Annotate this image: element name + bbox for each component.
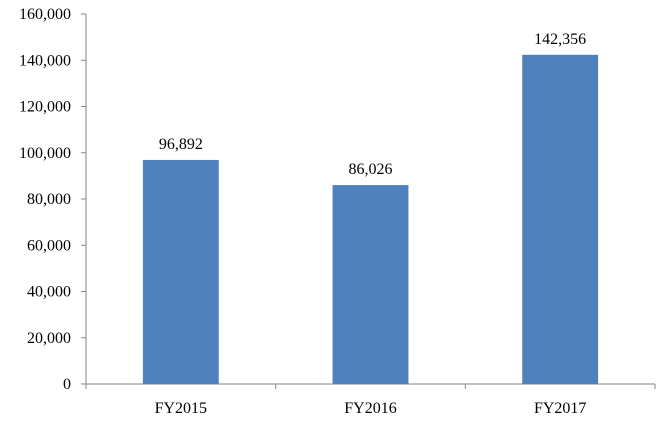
data-label-fy2016: 86,026 [349, 161, 393, 178]
x-tick-label-fy2016: FY2016 [344, 400, 396, 417]
y-tick-label: 20,000 [27, 330, 71, 347]
y-tick-label: 140,000 [19, 52, 71, 69]
bar-fy2017 [522, 54, 599, 384]
x-tick-label-fy2017: FY2017 [534, 400, 586, 417]
y-tick-label: 100,000 [19, 145, 71, 162]
y-axis: 0 20,000 40,000 60,000 80,000 100,000 120,000 1… [19, 6, 87, 393]
data-label-fy2015: 96,892 [159, 136, 203, 153]
bars: 96,892 86,026 142,356 [142, 31, 599, 384]
y-tick-label: 60,000 [27, 237, 71, 254]
bar-fy2015 [142, 159, 219, 384]
y-tick-label: 0 [63, 376, 71, 393]
y-tick-label: 160,000 [19, 6, 71, 23]
bar-fy2016 [332, 185, 409, 384]
x-axis: FY2015 FY2016 FY2017 [85, 383, 656, 417]
y-tick-label: 80,000 [27, 191, 71, 208]
y-tick-label: 40,000 [27, 284, 71, 301]
x-tick-label-fy2015: FY2015 [155, 400, 207, 417]
y-tick-label: 120,000 [19, 99, 71, 116]
data-label-fy2017: 142,356 [534, 31, 586, 48]
